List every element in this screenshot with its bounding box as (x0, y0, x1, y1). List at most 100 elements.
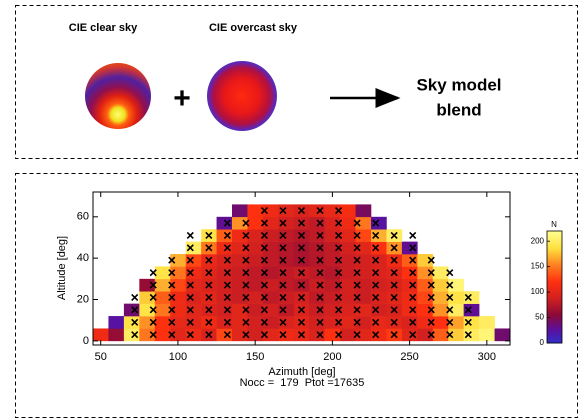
heat-cell (340, 217, 356, 230)
heat-cell (124, 304, 140, 317)
heat-cell (278, 304, 294, 317)
heat-cell (309, 204, 325, 217)
x-tick-label: 100 (169, 351, 187, 363)
heat-cell (309, 304, 325, 317)
heat-cell (217, 291, 233, 304)
heat-cell (464, 316, 480, 329)
heat-cell (108, 316, 124, 329)
heat-cell (371, 279, 387, 292)
cross-marker (410, 232, 416, 238)
heat-cell (278, 328, 294, 341)
heat-cell (309, 254, 325, 267)
heat-cell (309, 229, 325, 242)
heat-cell (371, 242, 387, 255)
overcast-sky-disk (207, 61, 277, 131)
x-tick-label: 300 (478, 351, 496, 363)
heat-cell (186, 291, 202, 304)
heat-cell (186, 279, 202, 292)
heat-cell (247, 316, 263, 329)
heat-cell (371, 229, 387, 242)
heat-cell (155, 266, 171, 279)
heat-cell (464, 291, 480, 304)
heat-cell (402, 254, 418, 267)
heat-cell (309, 328, 325, 341)
heat-cell (278, 279, 294, 292)
heat-cell (278, 291, 294, 304)
heat-cell (433, 316, 449, 329)
heat-cell (433, 291, 449, 304)
colorbar-tick-label: 0 (540, 338, 545, 347)
heat-cell (217, 266, 233, 279)
heat-cell (155, 316, 171, 329)
result-line: blend (436, 100, 481, 119)
heat-cell (247, 254, 263, 267)
heat-cell (247, 304, 263, 317)
heat-cell (371, 328, 387, 341)
heat-cell (247, 279, 263, 292)
heat-cell (278, 242, 294, 255)
heat-cell (309, 242, 325, 255)
heat-cell (186, 304, 202, 317)
colorbar-title: N (551, 220, 557, 229)
heat-cell (93, 328, 109, 341)
y-tick-label: 40 (77, 252, 89, 264)
heat-cell (155, 279, 171, 292)
heat-cell (124, 316, 140, 329)
x-tick-label: 150 (246, 351, 264, 363)
heat-cell (464, 328, 480, 341)
caption: Nocc = 179 Ptot =17635 (240, 377, 365, 389)
page: { "diagram": { "left_label": "CIE clear … (0, 0, 584, 418)
heat-cell (371, 304, 387, 317)
heat-cell (309, 316, 325, 329)
heat-cell (247, 328, 263, 341)
heat-cell (309, 279, 325, 292)
heat-cell (155, 304, 171, 317)
heat-cell (433, 266, 449, 279)
heat-cell (247, 217, 263, 230)
heat-cell (402, 304, 418, 317)
heat-cell (340, 316, 356, 329)
plus: + (173, 82, 191, 115)
heat-cell (309, 217, 325, 230)
heat-cell (371, 254, 387, 267)
heat-cell (371, 217, 387, 230)
heat-cell (217, 304, 233, 317)
heat-cell (371, 316, 387, 329)
heat-cell (186, 266, 202, 279)
heat-cell (433, 279, 449, 292)
heat-cell (232, 204, 248, 217)
heat-cell (217, 217, 233, 230)
colorbar-tick-label: 150 (531, 262, 545, 271)
clear-sky-disk (85, 63, 151, 129)
heat-cell (371, 291, 387, 304)
heat-cell (278, 229, 294, 242)
y-axis-title: Altitude [deg] (56, 236, 68, 300)
heat-cell (340, 242, 356, 255)
heat-cell (340, 254, 356, 267)
y-tick-label: 60 (77, 211, 89, 223)
x-tick-label: 200 (323, 351, 341, 363)
heat-cell (278, 217, 294, 230)
heat-cell (278, 316, 294, 329)
heat-cell (340, 291, 356, 304)
heat-cell (278, 204, 294, 217)
heat-cell (433, 304, 449, 317)
y-tick-label: 20 (77, 293, 89, 305)
heat-cell (402, 316, 418, 329)
heat-cell (340, 328, 356, 341)
heat-cell (247, 242, 263, 255)
heat-cell (309, 266, 325, 279)
heat-cell (217, 229, 233, 242)
heat-cell (402, 328, 418, 341)
heat-cell (217, 279, 233, 292)
heat-cell (495, 328, 511, 341)
heat-cell (479, 328, 495, 341)
heat-cell (155, 291, 171, 304)
heat-cell (186, 328, 202, 341)
heat-cell (356, 204, 372, 217)
heat-cell (402, 266, 418, 279)
heat-cell (124, 328, 140, 341)
result-line: Sky model (416, 75, 501, 94)
heat-cell (309, 291, 325, 304)
